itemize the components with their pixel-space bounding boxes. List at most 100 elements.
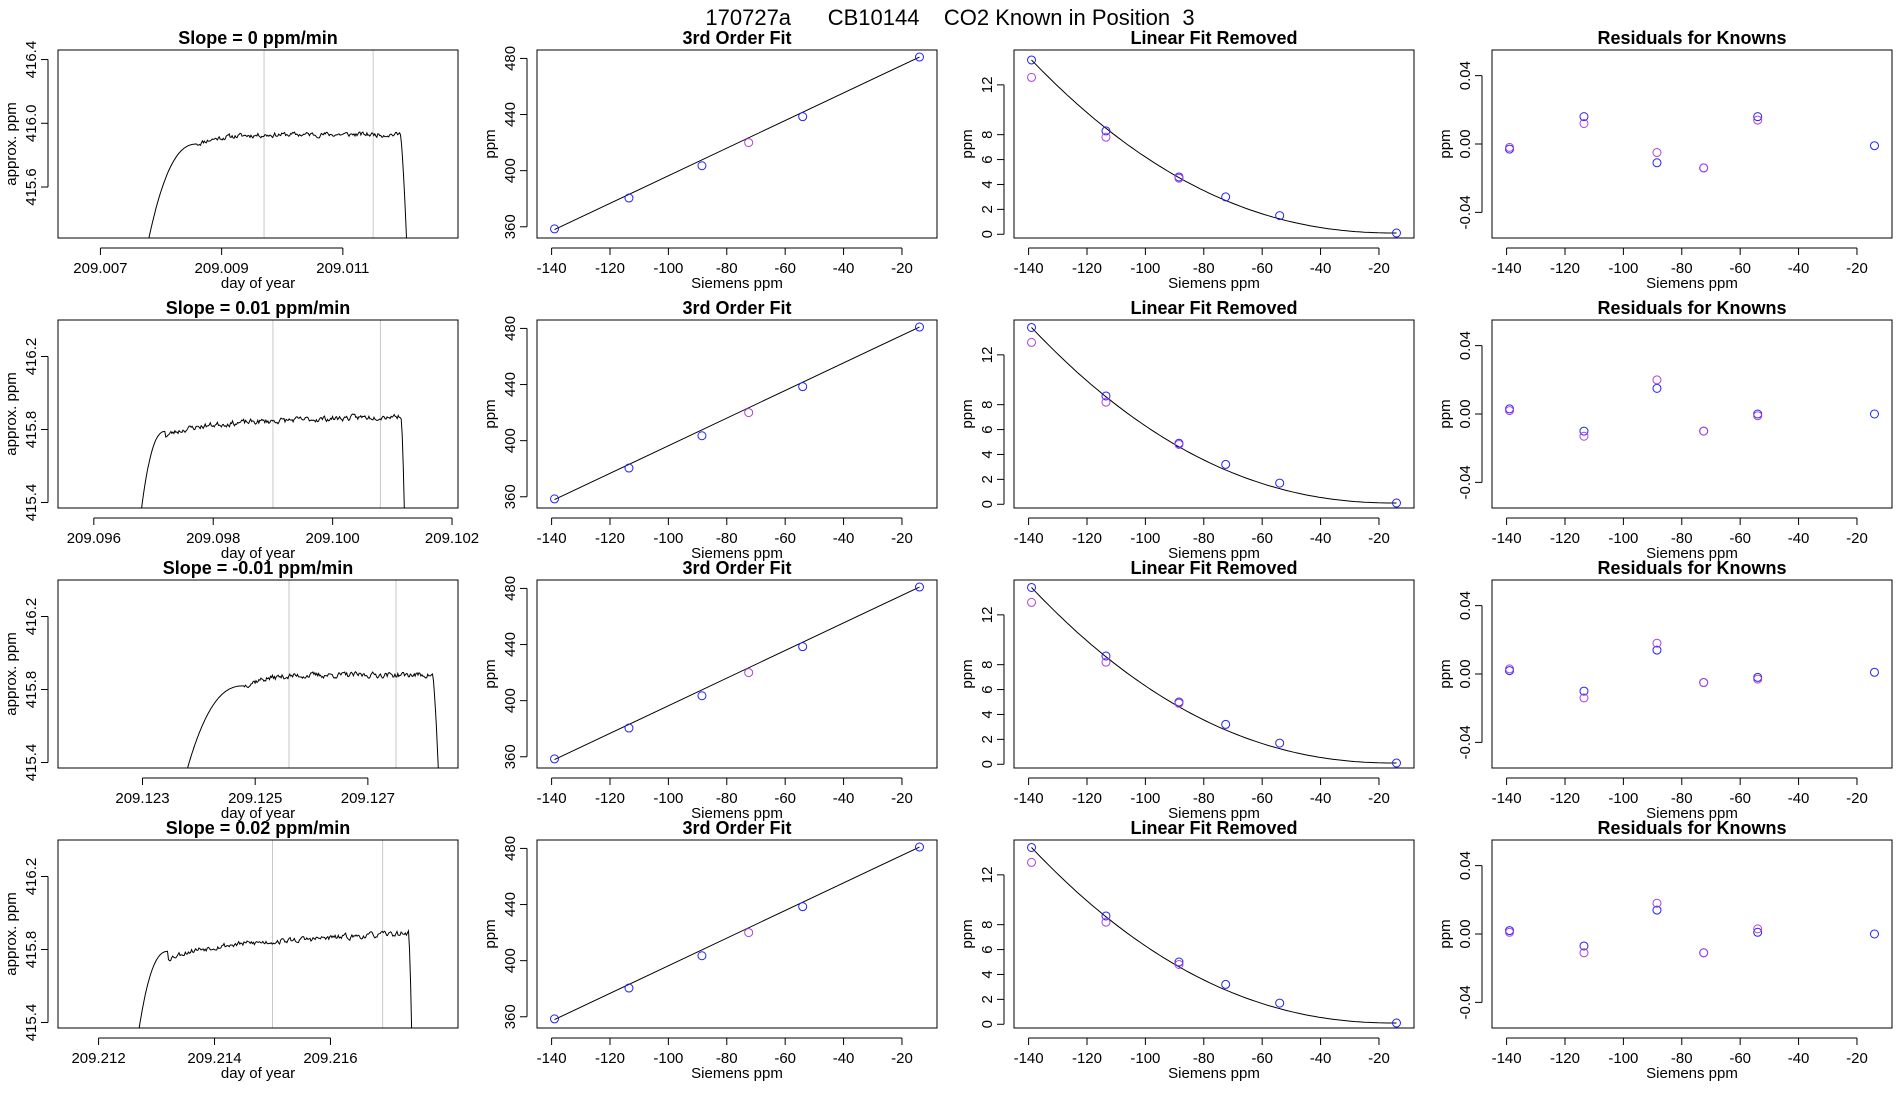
x-tick-label: 209.007: [73, 260, 127, 277]
data-point: [1505, 142, 1515, 152]
panel-title: 3rd Order Fit: [682, 818, 791, 838]
x-tick-label: -120: [595, 530, 625, 547]
x-tick-label: 209.123: [115, 790, 169, 807]
plot-area: [138, 840, 413, 1028]
x-tick-label: -40: [833, 1050, 855, 1067]
data-point: [1652, 158, 1662, 168]
y-axis-label: ppm: [482, 129, 499, 158]
x-tick-label: -100: [1608, 790, 1638, 807]
panel-title: Slope = 0.02 ppm/min: [166, 818, 351, 838]
plot-frame: [1491, 319, 1893, 509]
data-point: [744, 668, 754, 678]
plot-area: [1027, 582, 1401, 768]
plot-area: [1027, 842, 1401, 1028]
x-tick-label: -140: [1492, 790, 1522, 807]
x-tick-label: -60: [1251, 530, 1273, 547]
data-point: [550, 224, 560, 234]
x-axis-label: Siemens ppm: [1646, 545, 1738, 562]
panel-scatter-8: Residuals for Knowns -140 -120 -100 -80 -60 -4…: [1437, 298, 1893, 562]
y-tick-label: 360: [502, 214, 519, 239]
panel-line-1: Slope = 0 ppm/min 209.007 209.009 209.011 da…: [3, 28, 459, 292]
data-point: [1101, 657, 1111, 667]
y-tick-label: 2: [979, 995, 996, 1003]
y-tick-label: -0.04: [1457, 985, 1474, 1019]
data-point: [1652, 638, 1662, 648]
panel-line-9: Slope = -0.01 ppm/min 209.123 209.125 209.1…: [3, 558, 459, 822]
data-point: [1699, 678, 1709, 688]
data-point: [1579, 118, 1589, 128]
panel-title: 3rd Order Fit: [682, 28, 791, 48]
data-point: [1101, 911, 1111, 921]
x-tick-label: -60: [1729, 790, 1751, 807]
data-point: [1505, 144, 1515, 154]
y-tick-label: 360: [502, 744, 519, 769]
x-tick-label: -60: [1251, 790, 1273, 807]
y-tick-label: 4: [979, 710, 996, 718]
x-tick-label: -140: [1014, 260, 1044, 277]
x-tick-label: -60: [1729, 1050, 1751, 1067]
panel-scatter-14: 3rd Order Fit -140 -120 -100 -80 -60 -40 -20 Sie…: [482, 818, 938, 1082]
y-tick-label: 416.2: [23, 338, 40, 376]
plot-frame: [536, 579, 938, 769]
data-point: [1753, 411, 1763, 421]
panel-scatter-12: Residuals for Knowns -140 -120 -100 -80 -60 -4…: [1437, 558, 1893, 822]
data-point: [1174, 173, 1184, 183]
data-point: [624, 723, 634, 733]
x-tick-label: -80: [716, 1050, 738, 1067]
x-tick-label: -80: [1671, 1050, 1693, 1067]
data-point: [624, 193, 634, 203]
data-point: [1221, 459, 1231, 469]
y-tick-label: 0: [979, 760, 996, 768]
panel-title: Slope = 0 ppm/min: [178, 28, 338, 48]
x-tick-label: -20: [1846, 1050, 1868, 1067]
data-point: [1753, 115, 1763, 125]
data-point: [798, 382, 808, 392]
data-point: [1275, 211, 1285, 221]
y-tick-label: 8: [979, 660, 996, 668]
data-point: [798, 642, 808, 652]
y-tick-label: 8: [979, 130, 996, 138]
panel-title: Slope = 0.01 ppm/min: [166, 298, 351, 318]
x-tick-label: -80: [1671, 260, 1693, 277]
plot-frame: [1013, 839, 1415, 1029]
y-tick-label: 0: [979, 1020, 996, 1028]
data-point: [1027, 857, 1037, 867]
plot-frame: [1491, 839, 1893, 1029]
x-tick-label: -80: [1671, 790, 1693, 807]
x-tick-label: -40: [1310, 1050, 1332, 1067]
plot-frame: [57, 839, 459, 1029]
y-tick-label: 400: [502, 428, 519, 453]
data-point: [1753, 924, 1763, 934]
plot-frame: [536, 319, 938, 509]
x-axis-label: Siemens ppm: [1168, 545, 1260, 562]
x-tick-label: -100: [1130, 260, 1160, 277]
data-point: [1699, 948, 1709, 958]
data-point: [1652, 383, 1662, 393]
panel-scatter-6: 3rd Order Fit -140 -120 -100 -80 -60 -40 -20 Sie…: [482, 298, 938, 562]
x-axis-label: Siemens ppm: [1646, 275, 1738, 292]
x-tick-label: 209.100: [306, 530, 360, 547]
y-tick-label: 0.04: [1457, 61, 1474, 90]
y-tick-label: -0.04: [1457, 195, 1474, 229]
data-point: [744, 408, 754, 418]
x-tick-label: 209.102: [425, 530, 479, 547]
data-point: [550, 754, 560, 764]
x-tick-label: -80: [1193, 1050, 1215, 1067]
x-tick-label: -40: [833, 260, 855, 277]
data-point: [1652, 898, 1662, 908]
y-tick-label: 0.00: [1457, 659, 1474, 688]
x-tick-label: -20: [1368, 1050, 1390, 1067]
data-point: [1652, 375, 1662, 385]
data-point: [1101, 651, 1111, 661]
y-tick-label: 6: [979, 685, 996, 693]
x-axis-label: Siemens ppm: [1168, 1065, 1260, 1082]
y-axis-label: approx. ppm: [3, 102, 20, 185]
x-tick-label: -120: [1072, 790, 1102, 807]
panel-title: 3rd Order Fit: [682, 298, 791, 318]
y-tick-label: 360: [502, 484, 519, 509]
x-tick-label: -20: [1368, 260, 1390, 277]
plot-area: [1505, 638, 1879, 703]
data-point: [1579, 941, 1589, 951]
x-tick-label: 209.214: [187, 1050, 241, 1067]
x-tick-label: -40: [833, 790, 855, 807]
